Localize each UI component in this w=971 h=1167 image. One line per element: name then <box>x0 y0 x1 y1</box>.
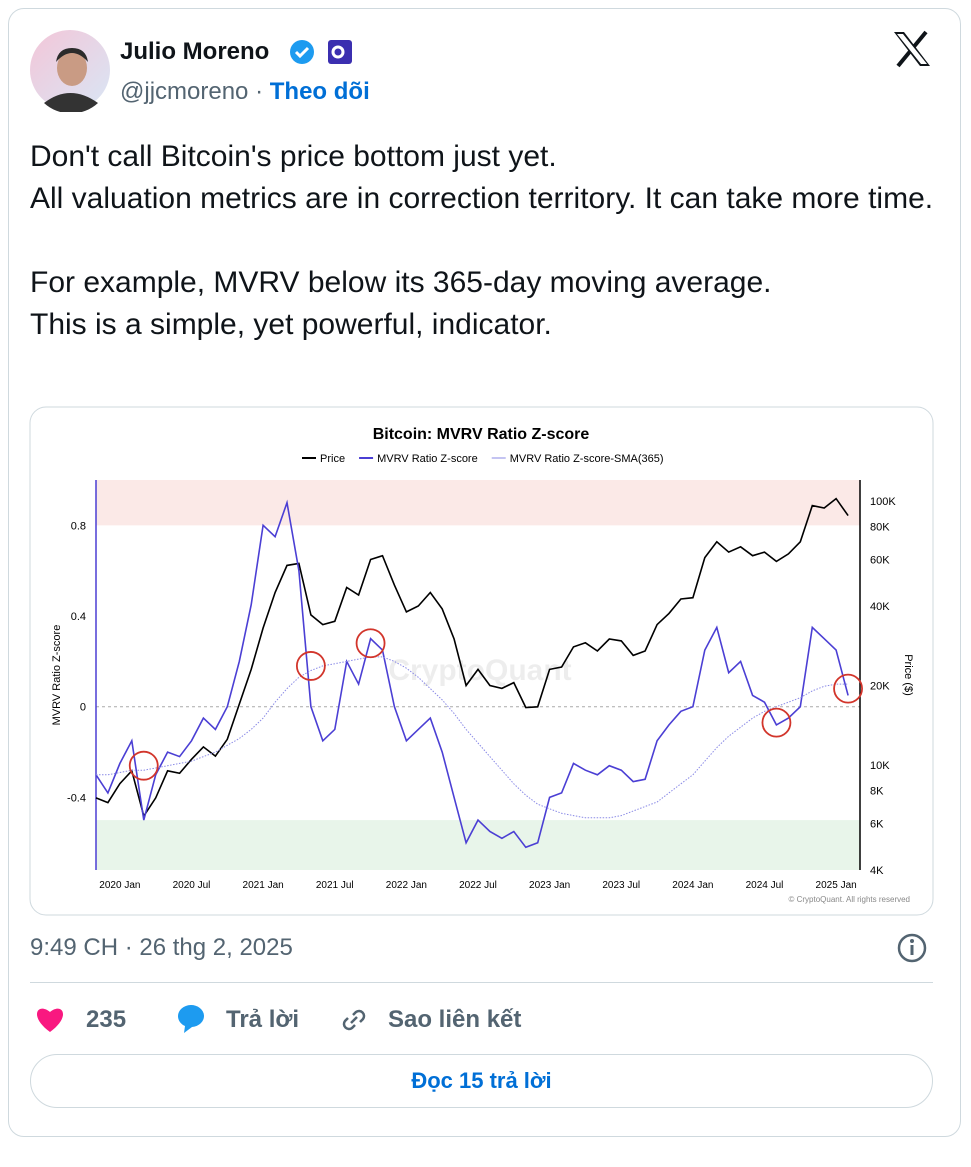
y2-tick-label: 80K <box>870 521 890 533</box>
x-tick-label: 2023 Jan <box>529 880 570 891</box>
legend-label: Price <box>320 453 345 465</box>
y2-tick-label: 60K <box>870 554 890 566</box>
series-line <box>96 656 849 819</box>
y-tick-label: 0 <box>80 702 86 714</box>
copy-link[interactable]: Sao liên kết <box>388 1006 522 1033</box>
highlight-circle <box>128 750 159 781</box>
text-line: This is a simple, yet powerful, indicato… <box>30 308 552 341</box>
watermark: CryptoQuant <box>388 654 571 687</box>
y2-tick-label: 10K <box>870 760 890 772</box>
copyright: © CryptoQuant. All rights reserved <box>789 895 911 904</box>
follow-link[interactable]: Theo dõi <box>269 78 370 105</box>
divider <box>30 982 933 983</box>
author-name[interactable]: Julio Moreno <box>120 38 270 65</box>
separator: · <box>255 78 264 105</box>
x-tick-label: 2022 Jul <box>459 880 497 891</box>
x-tick-label: 2024 Jul <box>746 880 784 891</box>
x-tick-label: 2021 Jul <box>316 880 354 891</box>
highlight-circle <box>761 707 792 738</box>
series-line <box>95 497 849 819</box>
y-tick-label: -0.4 <box>67 792 86 804</box>
chart-title: Bitcoin: MVRV Ratio Z-score <box>373 426 590 443</box>
x-tick-label: 2025 Jan <box>816 880 857 891</box>
like-count[interactable]: 235 <box>86 1006 127 1033</box>
avatar[interactable] <box>30 28 112 112</box>
y2-tick-label: 20K <box>870 680 890 692</box>
highlight-circle <box>295 651 326 681</box>
legend-label: MVRV Ratio Z-score <box>377 453 478 465</box>
x-tick-label: 2020 Jul <box>173 880 211 891</box>
read-replies-button[interactable]: Đọc 15 trả lời <box>30 1054 933 1108</box>
zone-band <box>96 480 860 526</box>
handle-row: @jjcmoreno · Theo dõi <box>120 78 370 106</box>
badges <box>290 40 352 64</box>
highlight-circle <box>833 673 863 704</box>
link-icon[interactable] <box>338 1004 370 1036</box>
chart-frame <box>29 406 934 916</box>
x-tick-label: 2020 Jan <box>99 880 140 891</box>
x-tick-label: 2023 Jul <box>602 880 640 891</box>
y2-tick-label: 6K <box>870 819 884 831</box>
x-tick-label: 2024 Jan <box>672 880 713 891</box>
reply-button[interactable]: Trả lời <box>226 1006 300 1033</box>
zone-band <box>96 820 860 870</box>
timestamp[interactable]: 9:49 CH · 26 thg 2, 2025 <box>30 934 293 961</box>
series-line <box>95 499 849 849</box>
y-axis-label: MVRV Ratio Z-score <box>51 625 63 726</box>
text-line: Don't call Bitcoin's price bottom just y… <box>30 140 557 173</box>
y2-tick-label: 8K <box>870 786 884 798</box>
handle[interactable]: @jjcmoreno <box>120 78 249 105</box>
y2-tick-label: 4K <box>870 865 884 877</box>
like-icon[interactable] <box>34 1004 66 1034</box>
reply-icon[interactable] <box>174 1002 208 1034</box>
tweet-text: Don't call Bitcoin's price bottom just y… <box>30 136 940 346</box>
x-tick-label: 2022 Jan <box>386 880 427 891</box>
info-icon[interactable] <box>896 932 928 964</box>
text-line: For example, MVRV below its 365-day movi… <box>30 266 772 299</box>
text-line: All valuation metrics are in correction … <box>30 182 934 215</box>
chart: Bitcoin: MVRV Ratio Z-score MVRV Ratio Z… <box>29 406 934 916</box>
tweet-card <box>8 8 961 1137</box>
highlight-circle <box>355 628 386 659</box>
legend-label: MVRV Ratio Z-score-SMA(365) <box>510 453 664 465</box>
x-logo[interactable] <box>892 30 932 68</box>
y2-tick-label: 100K <box>870 496 896 508</box>
y-tick-label: 0.4 <box>71 611 86 623</box>
y2-tick-label: 40K <box>870 601 890 613</box>
y-tick-label: 0.8 <box>71 520 86 532</box>
x-tick-label: 2021 Jan <box>243 880 284 891</box>
y2-axis-label: Price ($) <box>902 654 914 696</box>
